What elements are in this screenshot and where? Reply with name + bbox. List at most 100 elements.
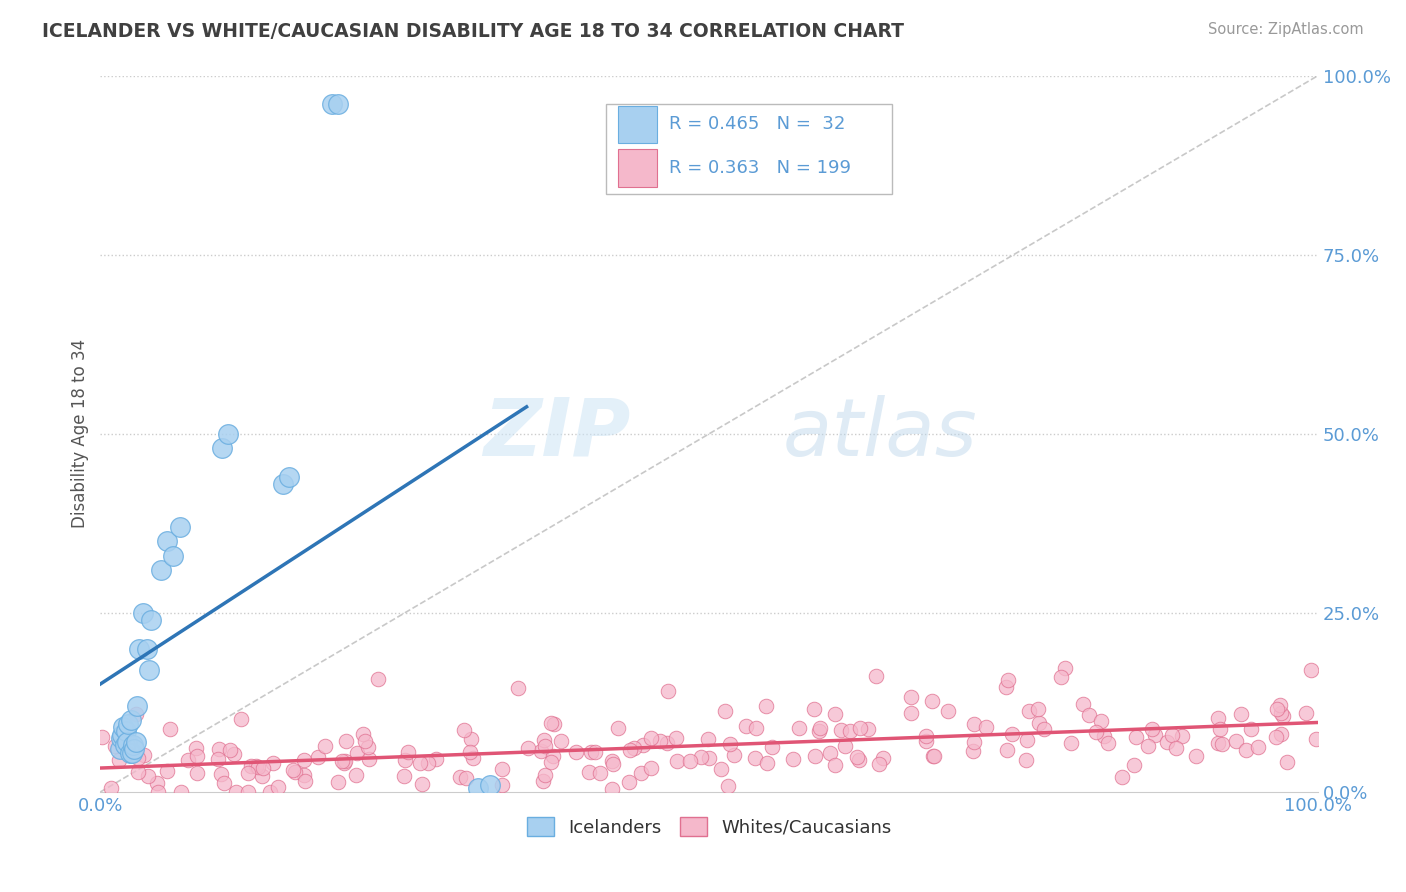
Point [922, 749, 945, 764]
Point [581, 746, 603, 760]
Point [262, 756, 284, 770]
Point [824, 706, 846, 721]
Point [1234, 743, 1257, 757]
Point [124, 742, 146, 756]
Point [222, 747, 245, 761]
Point [578, 764, 600, 779]
Point [900, 690, 922, 704]
Point [186, 766, 208, 780]
Point [409, 756, 432, 770]
Point [745, 721, 768, 735]
Point [357, 739, 380, 754]
Point [1209, 722, 1232, 736]
Point [782, 752, 804, 766]
Point [91, 730, 114, 744]
Point [589, 765, 612, 780]
Point [915, 729, 938, 743]
Point [128, 641, 150, 656]
Point [321, 97, 343, 112]
Point [159, 722, 181, 736]
Point [491, 778, 513, 792]
Point [148, 785, 170, 799]
Point [720, 737, 742, 751]
Point [416, 756, 439, 770]
Point [648, 734, 671, 748]
Point [491, 762, 513, 776]
Point [111, 728, 134, 742]
Point [240, 759, 263, 773]
Point [619, 743, 641, 757]
Point [162, 549, 184, 563]
Point [127, 750, 149, 764]
FancyBboxPatch shape [617, 149, 657, 186]
Point [679, 754, 702, 768]
Point [1084, 725, 1107, 739]
Point [516, 741, 538, 756]
Point [533, 732, 555, 747]
Point [530, 744, 553, 758]
Point [1050, 670, 1073, 684]
Point [1032, 722, 1054, 736]
Text: ICELANDER VS WHITE/CAUCASIAN DISABILITY AGE 18 TO 34 CORRELATION CHART: ICELANDER VS WHITE/CAUCASIAN DISABILITY … [42, 22, 904, 41]
Point [307, 750, 329, 764]
Point [1206, 711, 1229, 725]
Point [245, 759, 267, 773]
Point [425, 752, 447, 766]
Point [118, 747, 141, 762]
Point [110, 731, 132, 746]
Point [543, 717, 565, 731]
Point [458, 745, 481, 759]
Point [1111, 770, 1133, 784]
Point [211, 441, 233, 455]
Point [1161, 729, 1184, 743]
Point [146, 776, 169, 790]
Point [225, 785, 247, 799]
Point [1090, 714, 1112, 728]
Point [1166, 741, 1188, 756]
Point [803, 702, 825, 716]
Point [1170, 730, 1192, 744]
Point [122, 739, 145, 753]
Point [734, 718, 756, 732]
Point [717, 779, 740, 793]
Point [259, 785, 281, 799]
Point [755, 699, 778, 714]
Point [856, 722, 879, 736]
Point [156, 534, 179, 549]
Point [138, 663, 160, 677]
Point [1211, 737, 1233, 751]
Point [583, 745, 606, 759]
Point [333, 754, 356, 768]
Point [1092, 729, 1115, 743]
Point [936, 704, 959, 718]
Point [640, 761, 662, 775]
Point [838, 724, 860, 739]
Point [690, 750, 713, 764]
Point [664, 731, 686, 745]
Point [921, 694, 943, 708]
Point [550, 734, 572, 748]
Text: ZIP: ZIP [482, 395, 630, 473]
Point [1267, 702, 1289, 716]
Point [460, 732, 482, 747]
Point [1268, 698, 1291, 713]
Point [354, 733, 377, 747]
Point [314, 739, 336, 753]
Point [623, 741, 645, 756]
Point [846, 749, 869, 764]
Point [1078, 708, 1101, 723]
Point [710, 763, 733, 777]
Point [208, 741, 231, 756]
Text: atlas: atlas [782, 395, 977, 473]
Point [963, 717, 986, 731]
Point [328, 774, 350, 789]
Point [1143, 728, 1166, 742]
Point [602, 756, 624, 771]
Point [744, 750, 766, 764]
Point [120, 714, 142, 728]
Point [454, 771, 477, 785]
Point [697, 731, 720, 746]
Point [170, 785, 193, 799]
Point [135, 641, 157, 656]
Point [184, 741, 207, 756]
